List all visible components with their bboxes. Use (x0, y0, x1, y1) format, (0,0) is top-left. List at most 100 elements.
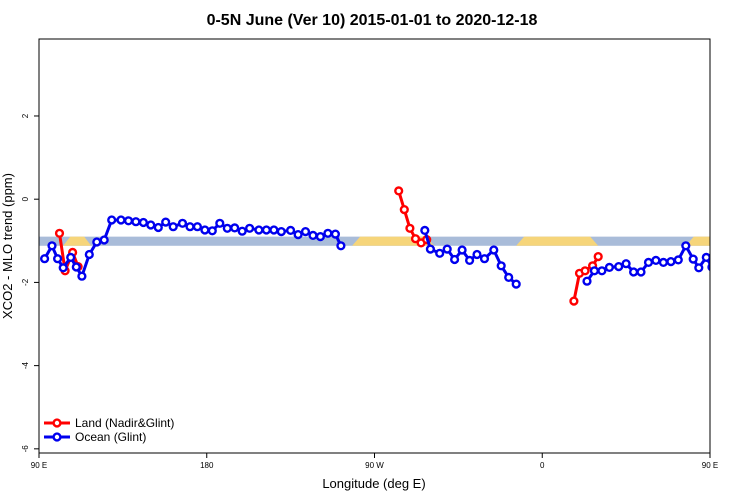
ocean-point (269, 225, 279, 235)
ocean-point (673, 255, 683, 265)
y-tick-label: -4 (21, 362, 30, 370)
ocean-point (736, 237, 743, 244)
x-tick-label: 90 E (31, 461, 47, 470)
x-tick-label: 0 (540, 461, 545, 470)
ocean-point (472, 249, 482, 260)
ocean-point (489, 245, 499, 255)
y-tick-label: 2 (21, 113, 30, 118)
ocean-point (308, 230, 318, 241)
ocean-point (168, 222, 178, 232)
ocean-point (237, 226, 247, 236)
x-axis-label: Longitude (deg E) (322, 476, 425, 491)
ocean-point (504, 272, 514, 283)
ocean-point (621, 259, 631, 269)
ocean-point (71, 262, 81, 272)
ocean-point (107, 215, 117, 225)
ocean-point (425, 244, 436, 254)
y-axis-label: XCO2 - MLO trend (ppm) (0, 173, 15, 319)
ocean-point (315, 232, 326, 242)
ocean-point (293, 230, 303, 240)
ocean-point (286, 225, 296, 236)
legend: Land (Nadir&Glint)Ocean (Glint) (44, 416, 174, 444)
ocean-point (729, 239, 736, 246)
ocean-point (643, 257, 654, 268)
ocean-point (77, 271, 87, 281)
ocean-point (47, 241, 57, 251)
ocean-point (161, 217, 171, 227)
land-point (593, 252, 603, 262)
ocean-point (496, 261, 506, 271)
ocean-point (628, 267, 639, 277)
ocean-point (192, 222, 203, 232)
ocean-point (123, 216, 134, 226)
land-point (580, 266, 590, 276)
ocean-point (276, 227, 286, 237)
land-band-4 (685, 236, 710, 246)
ocean-point (138, 217, 149, 228)
land-band-1 (63, 236, 92, 246)
ocean-point (636, 267, 646, 277)
ocean-point (207, 226, 217, 236)
ocean-point (589, 266, 600, 276)
y-tick-label: -2 (21, 278, 30, 286)
ocean-point (694, 263, 704, 273)
ocean-point (92, 237, 102, 247)
ocean-point (435, 248, 445, 258)
ocean-point (479, 254, 490, 264)
legend-land-swatch-point (52, 418, 62, 428)
ocean-point (511, 279, 521, 289)
land-band-3 (516, 236, 599, 246)
ocean-point (582, 276, 592, 286)
ocean-point (597, 266, 607, 276)
land-point (405, 223, 415, 233)
ocean-point (651, 255, 661, 266)
legend-land-label: Land (Nadir&Glint) (75, 416, 174, 430)
ocean-point (261, 225, 272, 235)
ocean-point (714, 273, 721, 280)
ocean-point (666, 257, 676, 267)
ocean-point (146, 220, 156, 230)
plot-frame (38, 38, 711, 454)
ocean-point (39, 254, 50, 264)
ocean-point (131, 217, 141, 227)
chart-title: 0-5N June (Ver 10) 2015-01-01 to 2020-12… (207, 12, 538, 29)
ocean-point (744, 217, 750, 224)
ocean-point (336, 241, 346, 251)
ocean-point (465, 255, 475, 266)
x-tick-label: 90 W (365, 461, 384, 470)
ocean-point (450, 254, 460, 265)
ocean-point (457, 245, 467, 255)
series-layer (39, 186, 750, 306)
ocean-point (185, 222, 195, 232)
ocean-point (330, 229, 341, 239)
y-axis: 2 0 -2 -4 -6 (21, 113, 39, 452)
land-point (394, 186, 404, 196)
ocean-point (230, 223, 240, 233)
ocean-point (215, 218, 225, 228)
ocean-point (323, 228, 333, 238)
legend-ocean-swatch-point (52, 432, 62, 442)
ocean-point (300, 227, 311, 237)
x-tick-label: 180 (200, 461, 214, 470)
land-point (410, 234, 421, 244)
land-series (54, 186, 603, 306)
ocean-point (99, 235, 109, 245)
ocean-point (52, 254, 63, 264)
surface-type-bands (39, 236, 710, 246)
ocean-point (116, 215, 126, 225)
legend-ocean-label: Ocean (Glint) (75, 430, 146, 444)
ocean-point (681, 241, 691, 251)
land-point (399, 205, 409, 215)
y-tick-label: -6 (21, 445, 30, 453)
ocean-point (420, 225, 430, 236)
ocean-series (39, 215, 750, 289)
ocean-point (722, 251, 729, 258)
ocean-point (254, 225, 264, 235)
ocean-point (614, 262, 624, 272)
ocean-point (701, 252, 710, 262)
y-tick-label: 0 (21, 196, 30, 201)
ocean-point (658, 257, 669, 268)
ocean-point (688, 254, 698, 264)
